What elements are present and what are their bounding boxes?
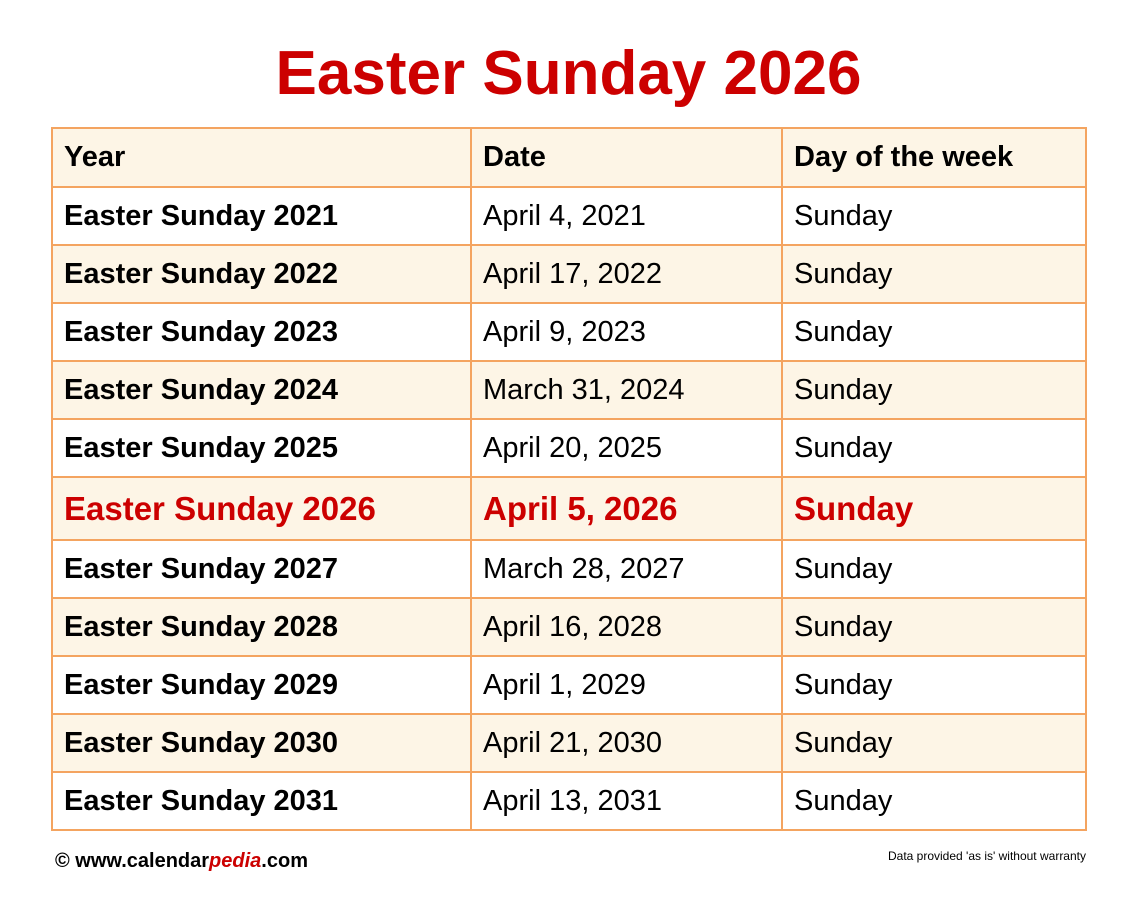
year-cell: Easter Sunday 2023 <box>51 302 472 362</box>
year-cell: Easter Sunday 2025 <box>51 418 472 478</box>
table-row: Easter Sunday 2030 April 21, 2030 Sunday <box>51 713 1087 773</box>
table-row: Easter Sunday 2025 April 20, 2025 Sunday <box>51 418 1087 478</box>
day-cell: Sunday <box>781 360 1087 420</box>
year-cell: Easter Sunday 2027 <box>51 539 472 599</box>
date-cell: April 21, 2030 <box>470 713 783 773</box>
day-cell: Sunday <box>781 476 1087 541</box>
table-row: Easter Sunday 2031 April 13, 2031 Sunday <box>51 771 1087 831</box>
day-cell: Sunday <box>781 713 1087 773</box>
table-row: Easter Sunday 2029 April 1, 2029 Sunday <box>51 655 1087 715</box>
year-cell: Easter Sunday 2021 <box>51 186 472 246</box>
table-header-row: Year Date Day of the week <box>51 127 1087 188</box>
header-year: Year <box>51 127 472 188</box>
disclaimer: Data provided 'as is' without warranty <box>887 849 1086 863</box>
table-row-highlighted: Easter Sunday 2026 April 5, 2026 Sunday <box>51 476 1087 541</box>
date-cell: April 9, 2023 <box>470 302 783 362</box>
table-row: Easter Sunday 2021 April 4, 2021 Sunday <box>51 186 1087 246</box>
date-cell: April 1, 2029 <box>470 655 783 715</box>
day-cell: Sunday <box>781 539 1087 599</box>
table-row: Easter Sunday 2024 March 31, 2024 Sunday <box>51 360 1087 420</box>
site-credit[interactable]: © www.calendarpedia.com <box>55 850 308 873</box>
date-cell: April 17, 2022 <box>470 244 783 304</box>
easter-dates-table: Year Date Day of the week Easter Sunday … <box>51 127 1087 831</box>
date-cell: April 4, 2021 <box>470 186 783 246</box>
day-cell: Sunday <box>781 244 1087 304</box>
header-day: Day of the week <box>781 127 1087 188</box>
date-cell: March 28, 2027 <box>470 539 783 599</box>
date-cell: April 16, 2028 <box>470 597 783 657</box>
table-row: Easter Sunday 2022 April 17, 2022 Sunday <box>51 244 1087 304</box>
header-date: Date <box>470 127 783 188</box>
year-cell: Easter Sunday 2026 <box>51 476 472 541</box>
day-cell: Sunday <box>781 418 1087 478</box>
year-cell: Easter Sunday 2030 <box>51 713 472 773</box>
date-cell: April 13, 2031 <box>470 771 783 831</box>
table-row: Easter Sunday 2027 March 28, 2027 Sunday <box>51 539 1087 599</box>
table-row: Easter Sunday 2023 April 9, 2023 Sunday <box>51 302 1087 362</box>
day-cell: Sunday <box>781 186 1087 246</box>
year-cell: Easter Sunday 2029 <box>51 655 472 715</box>
year-cell: Easter Sunday 2024 <box>51 360 472 420</box>
day-cell: Sunday <box>781 597 1087 657</box>
date-cell: April 5, 2026 <box>470 476 783 541</box>
day-cell: Sunday <box>781 302 1087 362</box>
year-cell: Easter Sunday 2022 <box>51 244 472 304</box>
day-cell: Sunday <box>781 771 1087 831</box>
credit-brand: pedia <box>209 850 262 872</box>
year-cell: Easter Sunday 2028 <box>51 597 472 657</box>
page-title: Easter Sunday 2026 <box>275 39 862 108</box>
credit-suffix: .com <box>261 850 308 872</box>
table-row: Easter Sunday 2028 April 16, 2028 Sunday <box>51 597 1087 657</box>
date-cell: March 31, 2024 <box>470 360 783 420</box>
credit-prefix: © www.calendar <box>55 850 210 872</box>
date-cell: April 20, 2025 <box>470 418 783 478</box>
day-cell: Sunday <box>781 655 1087 715</box>
year-cell: Easter Sunday 2031 <box>51 771 472 831</box>
